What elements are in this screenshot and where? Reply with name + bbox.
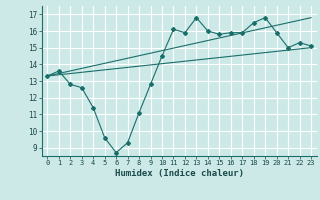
X-axis label: Humidex (Indice chaleur): Humidex (Indice chaleur)	[115, 169, 244, 178]
